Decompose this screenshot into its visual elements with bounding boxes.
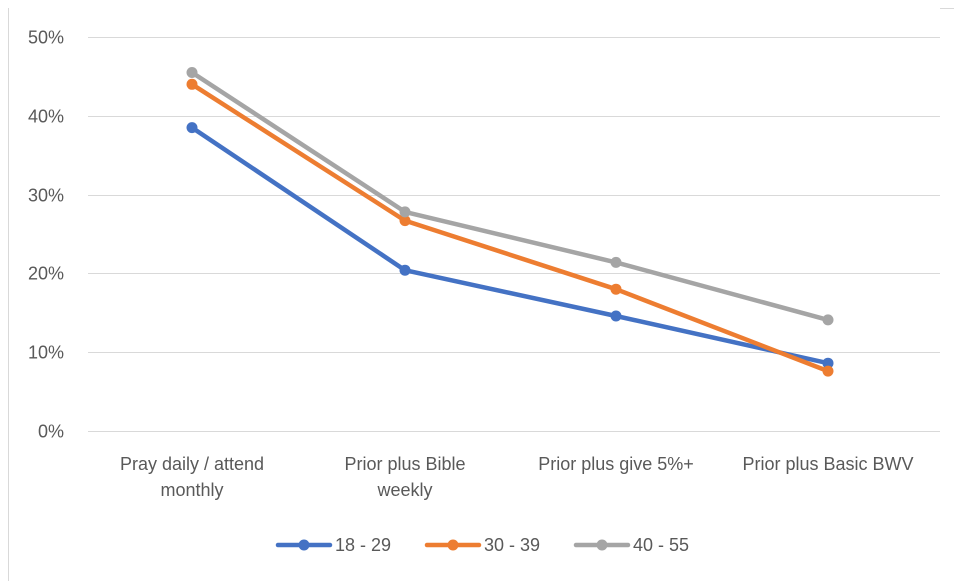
series-line (189, 125, 831, 366)
data-point (610, 256, 622, 268)
series-line (189, 82, 831, 374)
legend-marker (298, 539, 310, 551)
y-tick-label: 20% (28, 264, 64, 284)
legend-item-30-39: 30 - 39 (424, 535, 540, 555)
data-point (186, 78, 198, 90)
series-line (189, 70, 831, 323)
series-40-55 (186, 67, 834, 326)
y-tick-label: 30% (28, 186, 64, 206)
x-category-label: Prior plus Basic BWV (742, 454, 913, 474)
legend-item-18-29: 18 - 29 (275, 535, 391, 555)
x-category-label: Pray daily / attend monthly (120, 454, 264, 500)
data-point (610, 310, 622, 322)
x-category-label: Prior plus give 5%+ (538, 454, 694, 474)
legend-label: 40 - 55 (633, 535, 689, 555)
data-point (822, 357, 834, 369)
legend-item-40-55: 40 - 55 (573, 535, 689, 555)
data-point (399, 215, 411, 227)
y-tick-label: 10% (28, 343, 64, 363)
x-axis-category-labels: Pray daily / attend monthly Prior plus Bib… (120, 454, 914, 500)
series-lines (186, 67, 834, 377)
legend: 18 - 29 30 - 39 40 - 55 (275, 535, 689, 555)
y-tick-label: 0% (38, 422, 64, 442)
series-18-29 (186, 122, 834, 369)
gridlines (88, 37, 940, 432)
data-point (822, 314, 834, 326)
legend-label: 18 - 29 (335, 535, 391, 555)
series-30-39 (186, 78, 834, 377)
data-point (822, 365, 834, 377)
data-point (399, 264, 411, 276)
legend-marker (596, 539, 608, 551)
y-axis-tick-labels: 0% 10% 20% 30% 40% 50% (28, 28, 64, 442)
x-category-label: Prior plus Bible weekly (344, 454, 465, 500)
data-point (399, 206, 411, 218)
data-point (186, 67, 198, 78)
legend-marker (447, 539, 459, 551)
y-tick-label: 50% (28, 28, 64, 48)
data-point (186, 122, 198, 134)
data-point (610, 283, 622, 295)
legend-label: 30 - 39 (484, 535, 540, 555)
y-tick-label: 40% (28, 107, 64, 127)
